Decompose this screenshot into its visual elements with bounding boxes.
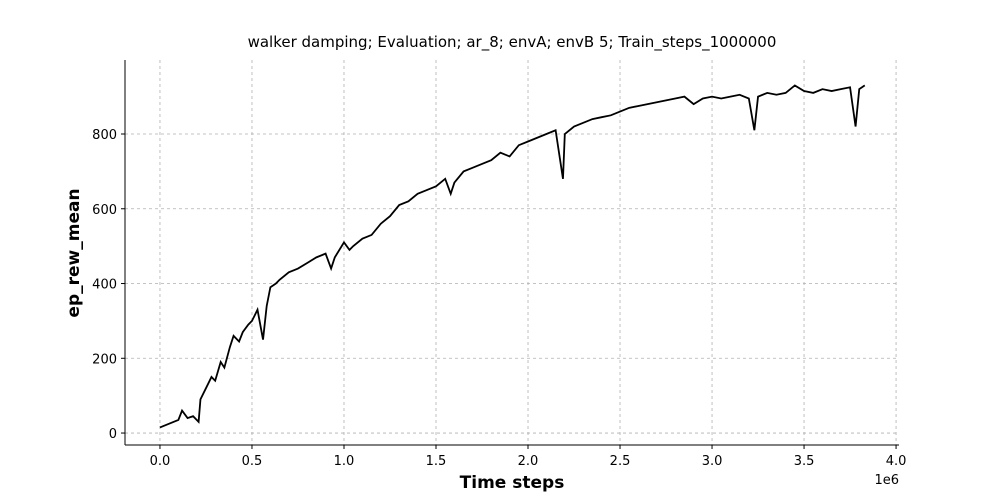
x-tick-label: 3.5 [794, 454, 815, 469]
series-line [159, 84, 866, 429]
y-tick-label: 200 [92, 352, 117, 367]
x-tick-label: 2.5 [610, 454, 631, 469]
x-tick-label: 0.5 [242, 454, 263, 469]
x-multiplier: 1e6 [874, 473, 899, 488]
y-axis-label: ep_rew_mean [64, 188, 84, 317]
chart-title: walker damping; Evaluation; ar_8; envA; … [248, 33, 777, 52]
y-tick-label: 600 [92, 203, 117, 218]
x-axis-label: Time steps [460, 473, 565, 493]
x-tick-label: 1.5 [426, 454, 447, 469]
x-tick-label: 0.0 [150, 454, 171, 469]
x-tick-label: 2.0 [518, 454, 539, 469]
y-tick-label: 800 [92, 128, 117, 143]
x-tick-label: 4.0 [886, 454, 907, 469]
y-tick-label: 400 [92, 278, 117, 293]
x-tick-label: 1.0 [334, 454, 355, 469]
y-tick-label: 0 [109, 427, 117, 442]
x-tick-label: 3.0 [702, 454, 723, 469]
